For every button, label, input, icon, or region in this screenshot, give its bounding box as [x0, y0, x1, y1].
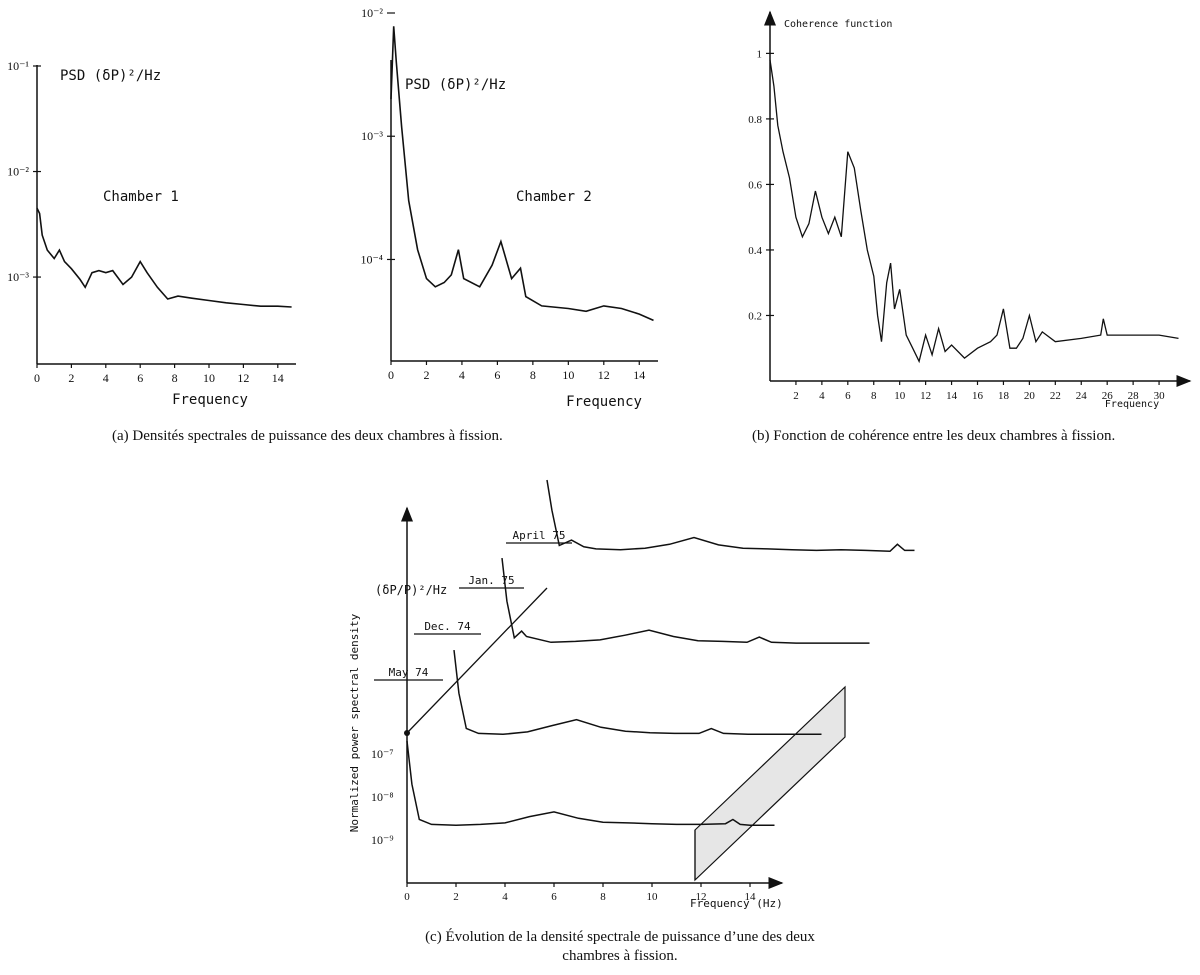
evolution-chart: 10⁻⁹ 10⁻⁸ 10⁻⁷ 0 2 4 6 8 10 12 14 May 74 Dec. 74 Ja… [348, 479, 915, 910]
chamber2-x-tick-label: 10 [562, 368, 574, 382]
evolution-origin-dot [404, 730, 410, 736]
evolution-x-tick-label: 4 [502, 891, 508, 903]
coherence-chart: 0.20.40.60.81 2 4 6 8 10 12 14 16 18 20 22 24 26 28 30… [748, 10, 1192, 410]
chamber2-y-tick-label: 10⁻² [361, 6, 383, 20]
evolution-y-tick-label: 10⁻⁸ [371, 790, 394, 804]
chamber1-x-tick-label: 14 [272, 371, 284, 385]
evolution-series-label: Dec. 74 [424, 620, 471, 633]
evolution-x-tick-label: 0 [404, 891, 410, 903]
chamber1-y-tick-label: 10⁻³ [7, 270, 29, 284]
chamber1-title: PSD (δP)²/Hz [60, 68, 161, 84]
chamber2-x-tick-label: 4 [459, 368, 465, 382]
caption-b: (b) Fonction de cohérence entre les deux… [752, 428, 1116, 444]
evolution-series-label: Jan. 75 [468, 574, 514, 587]
chamber2-x-tick-label: 8 [530, 368, 536, 382]
chamber2-y-tick-label: 10⁻⁴ [360, 252, 383, 266]
evolution-y-tick-label: 10⁻⁷ [371, 747, 394, 761]
evolution-series-line [453, 650, 822, 736]
evolution-x-tick-label: 8 [600, 891, 606, 903]
chamber1-psd-chart: 10⁻³ 10⁻² 10⁻¹ 0 2 4 6 8 10 12 14 PSD (δP)²/Hz Ch… [7, 59, 296, 408]
chamber1-x-label: Frequency [172, 392, 248, 408]
coherence-x-tick-label: 30 [1154, 390, 1166, 402]
coherence-y-tick-label: 0.2 [748, 310, 762, 322]
evolution-x-tick-label: 10 [647, 891, 659, 903]
chamber1-y-tick-label: 10⁻² [7, 165, 29, 179]
caption-a: (a) Densités spectrales de puissance des… [112, 428, 503, 444]
caption-c: (c) Évolution de la densité spectrale de… [425, 929, 815, 964]
chamber2-title: PSD (δP)²/Hz [405, 77, 506, 93]
chamber1-x-tick-label: 12 [237, 371, 249, 385]
evolution-floor-slab [694, 685, 846, 882]
coherence-x-tick-label: 12 [920, 390, 931, 402]
chamber1-x-tick-label: 2 [68, 371, 74, 385]
coherence-y-tick-label: 0.8 [748, 114, 762, 126]
chamber1-psd-line [36, 207, 292, 308]
coherence-line [769, 59, 1179, 364]
chamber1-y-tick-label: 10⁻¹ [7, 59, 29, 73]
coherence-y-tick-label: 0.4 [748, 245, 762, 257]
evolution-y-tick-label: 10⁻⁹ [371, 833, 394, 847]
coherence-y-tick-label: 0.6 [748, 179, 762, 191]
chamber1-x-tick-label: 6 [137, 371, 143, 385]
coherence-x-label: Frequency [1105, 399, 1159, 410]
chamber2-x-tick-label: 14 [633, 368, 645, 382]
chamber2-annotation: Chamber 2 [516, 189, 592, 205]
coherence-x-tick-label: 22 [1050, 390, 1061, 402]
evolution-x-tick-label: 6 [551, 891, 557, 903]
coherence-x-tick-label: 18 [998, 390, 1010, 402]
chamber2-x-label: Frequency [566, 394, 642, 410]
chamber2-x-tick-label: 0 [388, 368, 394, 382]
coherence-x-tick-label: 28 [1128, 390, 1140, 402]
chamber2-psd-line [390, 26, 654, 322]
evolution-x-tick-label: 2 [453, 891, 459, 903]
chamber1-annotation: Chamber 1 [103, 189, 179, 205]
chamber1-x-tick-label: 8 [172, 371, 178, 385]
chamber1-x-tick-label: 4 [103, 371, 109, 385]
coherence-x-tick-label: 16 [972, 390, 984, 402]
evolution-series-label: May 74 [389, 666, 429, 679]
evolution-units-label: (δP/P)²/Hz [375, 583, 447, 597]
chamber1-x-tick-label: 10 [203, 371, 215, 385]
evolution-series-line [546, 479, 915, 553]
chamber2-x-tick-label: 12 [598, 368, 610, 382]
chamber1-x-tick-label: 0 [34, 371, 40, 385]
evolution-x-label: Frequency (Hz) [690, 897, 783, 910]
coherence-y-tick-label: 1 [757, 48, 763, 60]
coherence-x-tick-label: 10 [894, 390, 906, 402]
coherence-x-tick-label: 6 [845, 390, 851, 402]
coherence-x-tick-label: 8 [871, 390, 877, 402]
evolution-series-line [406, 741, 775, 827]
evolution-x-tick-label: 14 [745, 891, 757, 903]
coherence-x-tick-label: 4 [819, 390, 825, 402]
coherence-x-tick-label: 2 [793, 390, 799, 402]
chamber2-psd-chart: 10⁻⁴ 10⁻³ 10⁻² 0 2 4 6 8 10 12 14 PSD (δP)²/Hz Ch… [360, 6, 658, 410]
evolution-time-axis [406, 587, 548, 734]
coherence-x-tick-label: 26 [1102, 390, 1114, 402]
evolution-series-line [501, 558, 870, 644]
coherence-title: Coherence function [784, 19, 892, 30]
coherence-x-tick-label: 20 [1024, 390, 1036, 402]
coherence-x-tick-label: 24 [1076, 390, 1088, 402]
evolution-x-tick-label: 12 [696, 891, 707, 903]
chamber2-x-tick-label: 6 [494, 368, 500, 382]
chamber2-x-tick-label: 2 [423, 368, 429, 382]
chamber2-y-tick-label: 10⁻³ [361, 129, 383, 143]
evolution-series-label: April 75 [513, 529, 566, 542]
coherence-x-tick-label: 14 [946, 390, 958, 402]
evolution-y-label: Normalized power spectral density [348, 613, 361, 832]
